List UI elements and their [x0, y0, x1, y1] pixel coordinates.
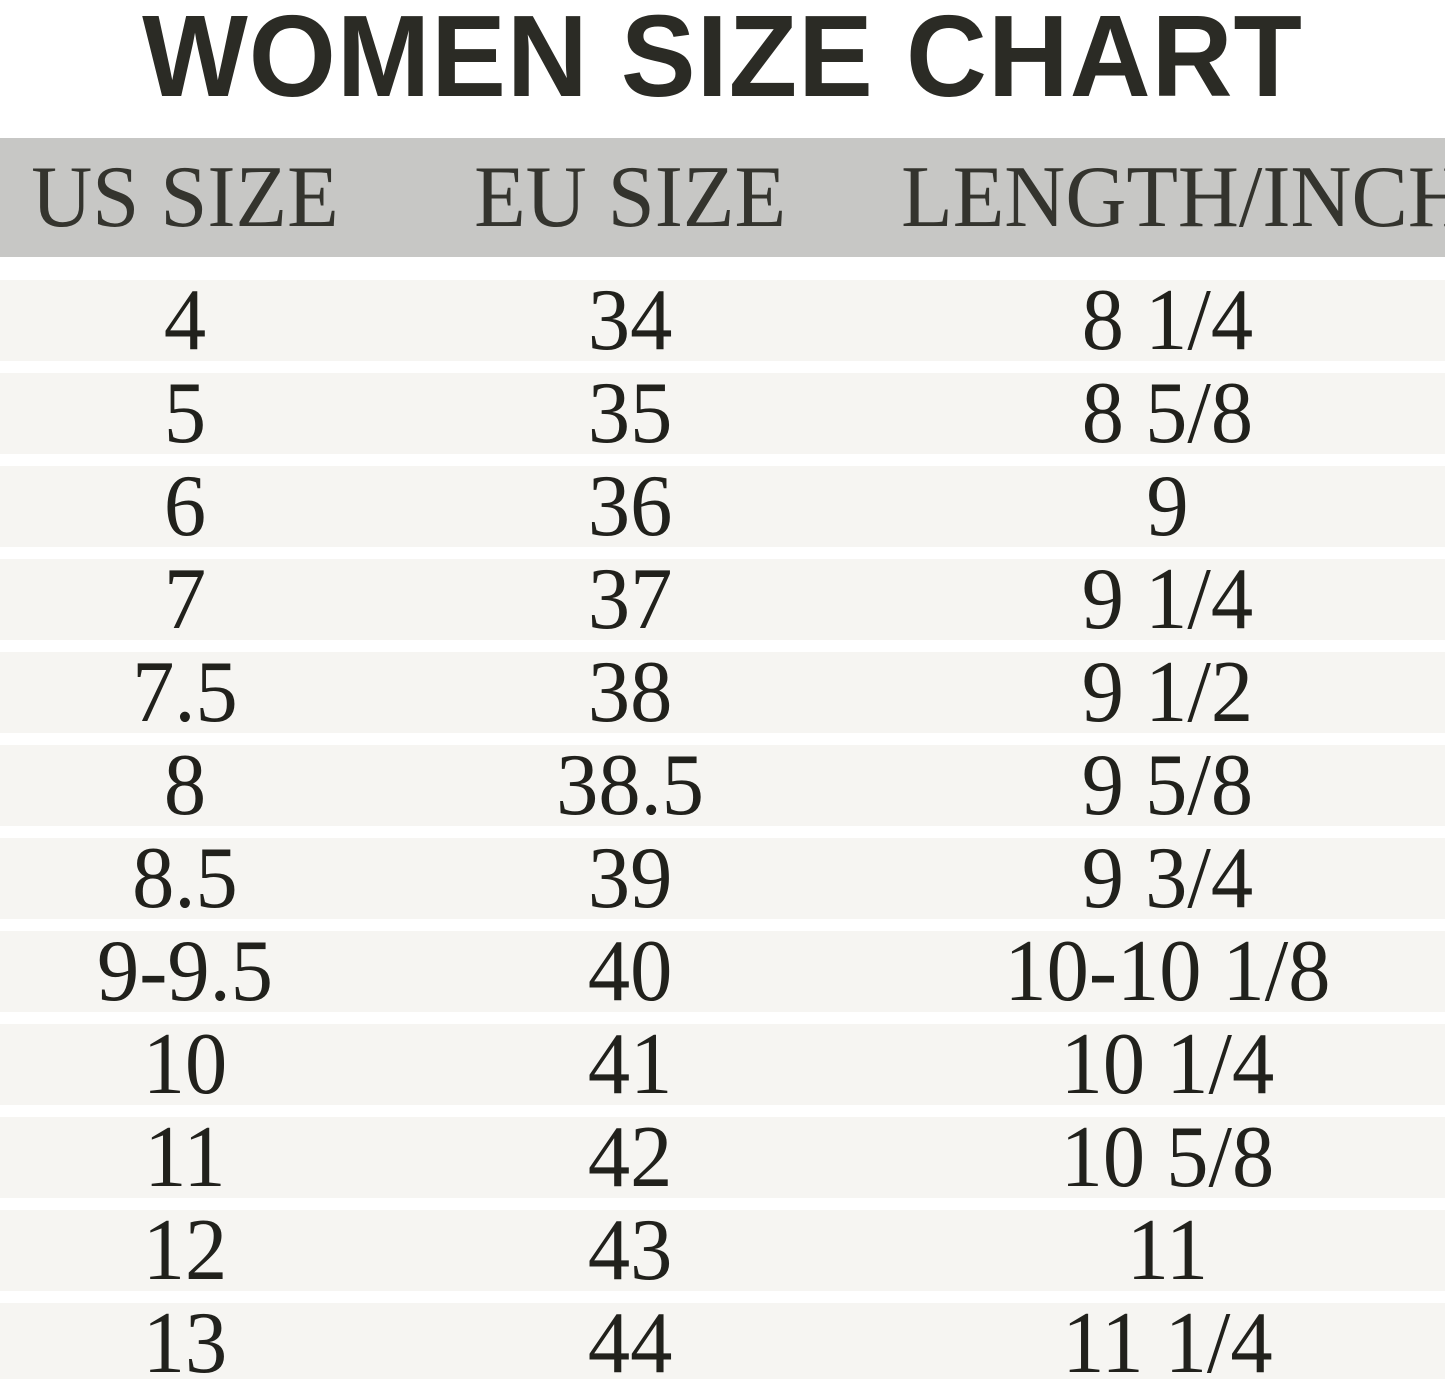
table-row: 7.5 38 9 1/2: [0, 644, 1445, 741]
length-inch-value: 11: [1126, 1202, 1209, 1299]
eu-size-value: 38: [587, 644, 673, 741]
us-size-value: 9-9.5: [96, 923, 273, 1020]
length-inch-value: 10 5/8: [1060, 1109, 1275, 1206]
table-header-row: US SIZE EU SIZE LENGTH/INCH: [0, 138, 1445, 257]
eu-size-value: 41: [587, 1016, 673, 1113]
table-row: 12 43 11: [0, 1202, 1445, 1299]
column-header-us-size: US SIZE: [31, 149, 339, 246]
table-row: 10 41 10 1/4: [0, 1016, 1445, 1113]
us-size-value: 10: [142, 1016, 228, 1113]
eu-size-value: 37: [587, 551, 673, 648]
us-size-value: 7: [163, 551, 207, 648]
table-row: 6 36 9: [0, 458, 1445, 555]
column-header-length-inch: LENGTH/INCH: [901, 149, 1445, 246]
eu-size-value: 38.5: [556, 737, 704, 834]
eu-size-value: 42: [587, 1109, 673, 1206]
eu-size-value: 43: [587, 1202, 673, 1299]
eu-size-value: 44: [587, 1295, 673, 1379]
us-size-value: 5: [163, 365, 207, 462]
us-size-value: 8.5: [132, 830, 238, 927]
table-row: 4 34 8 1/4: [0, 272, 1445, 369]
eu-size-value: 39: [587, 830, 673, 927]
us-size-value: 4: [163, 272, 207, 369]
column-header-eu-size: EU SIZE: [473, 149, 787, 246]
us-size-value: 13: [142, 1295, 228, 1379]
length-inch-value: 10 1/4: [1060, 1016, 1275, 1113]
length-inch-value: 8 1/4: [1081, 272, 1254, 369]
length-inch-value: 9 1/4: [1081, 551, 1254, 648]
us-size-value: 12: [142, 1202, 228, 1299]
length-inch-value: 9: [1146, 458, 1189, 555]
size-chart-table: US SIZE EU SIZE LENGTH/INCH 4 34 8 1/4 5…: [0, 138, 1445, 1379]
length-inch-value: 8 5/8: [1081, 365, 1254, 462]
eu-size-value: 40: [587, 923, 673, 1020]
length-inch-value: 9 1/2: [1081, 644, 1254, 741]
us-size-value: 6: [163, 458, 207, 555]
length-inch-value: 9 3/4: [1081, 830, 1254, 927]
table-row: 9-9.5 40 10-10 1/8: [0, 923, 1445, 1020]
length-inch-value: 11 1/4: [1062, 1295, 1273, 1379]
us-size-value: 8: [163, 737, 207, 834]
table-row: 5 35 8 5/8: [0, 365, 1445, 462]
length-inch-value: 10-10 1/8: [1004, 923, 1331, 1020]
us-size-value: 7.5: [132, 644, 238, 741]
table-row: 7 37 9 1/4: [0, 551, 1445, 648]
table-row: 8 38.5 9 5/8: [0, 737, 1445, 834]
eu-size-value: 34: [587, 272, 673, 369]
eu-size-value: 35: [587, 365, 673, 462]
table-row: 13 44 11 1/4: [0, 1295, 1445, 1379]
table-row: 11 42 10 5/8: [0, 1109, 1445, 1206]
us-size-value: 11: [144, 1109, 226, 1206]
table-row: 8.5 39 9 3/4: [0, 830, 1445, 927]
length-inch-value: 9 5/8: [1081, 737, 1254, 834]
page-title: WOMEN SIZE CHART: [142, 0, 1303, 121]
eu-size-value: 36: [587, 458, 673, 555]
